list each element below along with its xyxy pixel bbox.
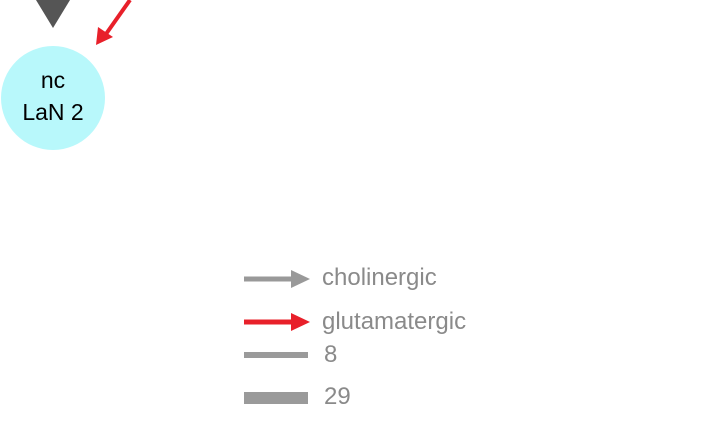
legend-weight-small-bar: [244, 352, 308, 358]
node-label-line2: LaN 2: [22, 99, 83, 125]
legend-cholinergic-arrowhead: [291, 270, 310, 288]
legend-glutamatergic-arrowhead: [291, 313, 310, 331]
legend-weight-large-label: 29: [324, 383, 351, 410]
legend-weight-large-bar: [244, 392, 308, 404]
node-label-line1: nc: [41, 67, 65, 93]
legend-cholinergic-label: cholinergic: [322, 264, 437, 291]
glutamatergic-edge: [106, 0, 130, 34]
legend: cholinergic glutamatergic 8 29: [244, 264, 466, 410]
legend-weight-small-label: 8: [324, 341, 337, 368]
cholinergic-edge-arrowhead: [36, 0, 70, 28]
legend-glutamatergic-label: glutamatergic: [322, 308, 466, 335]
node-nc-lan-2[interactable]: nc LaN 2: [1, 46, 105, 150]
node-circle: [1, 46, 105, 150]
